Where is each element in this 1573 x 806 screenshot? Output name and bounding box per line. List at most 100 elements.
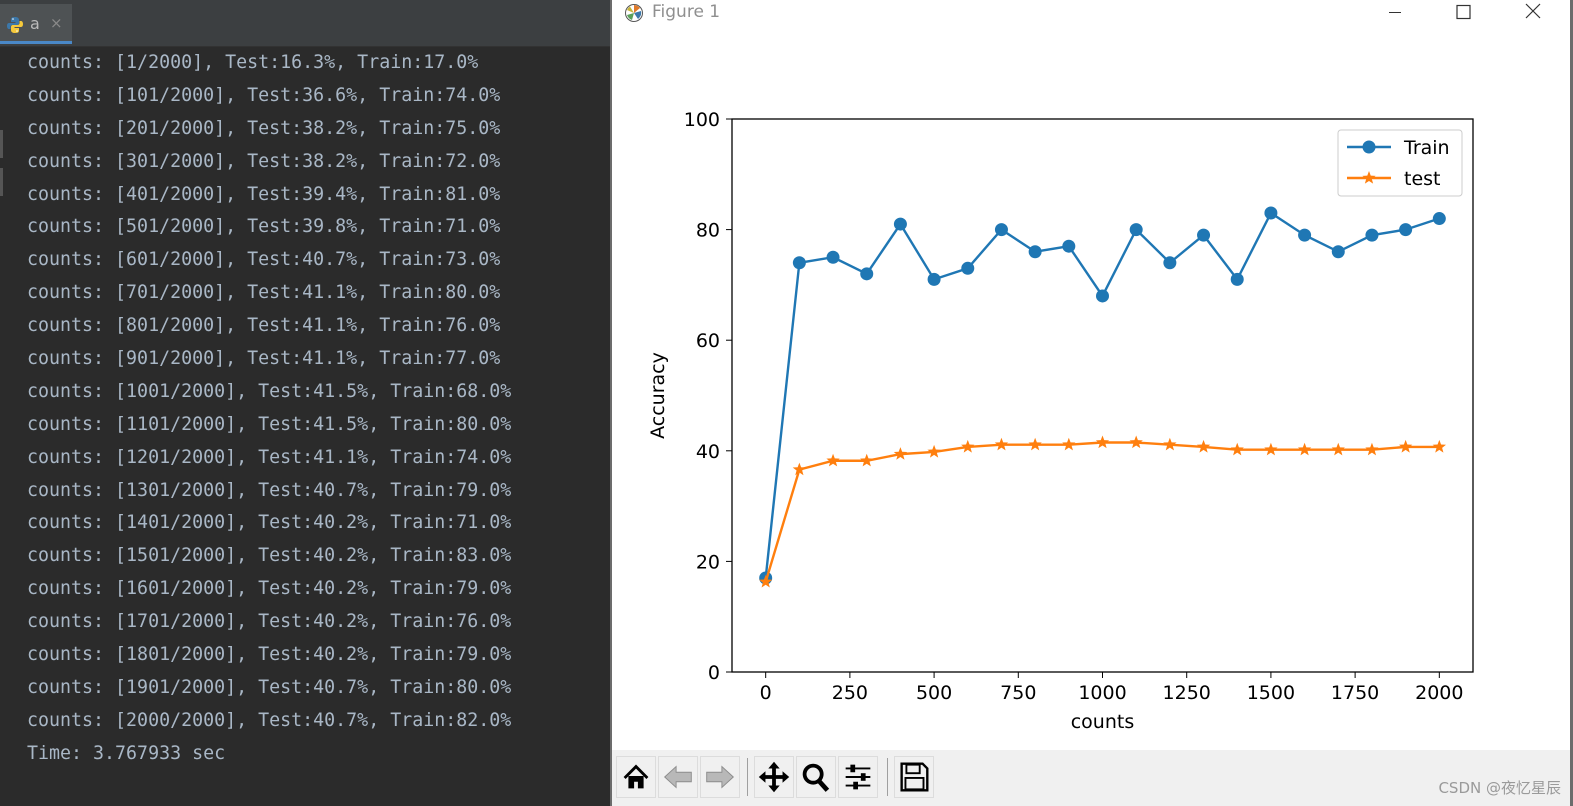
data-point-train [1129,223,1143,237]
y-tick-label: 40 [696,441,720,463]
data-point-test [792,462,807,476]
close-icon[interactable] [1510,0,1556,26]
x-tick-label: 750 [1000,682,1036,704]
y-tick-label: 0 [708,662,720,684]
run-tab[interactable]: a × [0,4,72,44]
data-point-train [1298,228,1312,242]
watermark-text: CSDN @夜忆星辰 [1438,779,1561,797]
configure-subplots-icon[interactable] [838,756,878,798]
data-point-train [1264,206,1278,220]
console-line: Time: 3.767933 sec [27,742,226,764]
data-point-train [1365,228,1379,242]
x-tick-label: 2000 [1415,682,1463,704]
data-point-test [1129,435,1143,449]
x-tick-label: 250 [832,682,868,704]
legend-label-train: Train [1403,137,1450,159]
data-point-test [994,437,1009,451]
data-point-test [1095,435,1110,449]
console-line: counts: [201/2000], Test:38.2%, Train:75… [27,117,501,139]
back-arrow-icon[interactable] [658,756,698,798]
x-tick-label: 500 [916,682,952,704]
figure-window: Figure 1 0 250 500 750 1000 1250 1500 1750 2000 0… [610,0,1573,806]
data-point-test [1028,437,1042,451]
console-line: counts: [101/2000], Test:36.6%, Train:74… [27,84,501,106]
x-tick-label: 1750 [1331,682,1379,704]
data-point-train [826,250,840,264]
data-point-train [1432,212,1446,226]
data-point-train [961,261,975,275]
console-line: counts: [1801/2000], Test:40.2%, Train:7… [27,644,512,666]
console-line: counts: [501/2000], Test:39.8%, Train:71… [27,216,501,238]
data-point-train [893,217,907,231]
matplotlib-icon [625,4,643,22]
x-tick-label: 0 [760,682,772,704]
y-tick-label: 60 [696,330,720,352]
console-line: counts: [1901/2000], Test:40.7%, Train:8… [27,676,512,698]
gutter-marker [0,130,3,158]
home-icon[interactable] [616,756,656,798]
python-icon [7,17,23,33]
console-line: counts: [2000/2000], Test:40.7%, Train:8… [27,709,512,731]
close-icon[interactable]: × [50,14,63,32]
data-point-test [927,444,941,458]
navigation-toolbar: CSDN @夜忆星辰 [612,750,1573,806]
save-floppy-icon[interactable] [894,756,934,798]
y-tick-label: 80 [696,220,720,242]
data-point-train [792,256,806,270]
data-point-train [860,267,874,281]
console-line: counts: [301/2000], Test:38.2%, Train:72… [27,150,501,172]
x-axis-label: counts [1071,711,1135,733]
run-tab-bar: a × [0,0,610,47]
console-line: counts: [1501/2000], Test:40.2%, Train:8… [27,545,512,567]
window-titlebar: Figure 1 [612,0,1573,26]
console-line: counts: [1001/2000], Test:41.5%, Train:6… [27,380,512,402]
data-point-test [1432,439,1446,453]
zoom-magnifier-icon[interactable] [796,756,836,798]
y-tick-label: 100 [684,109,720,131]
pan-move-icon[interactable] [754,756,794,798]
data-point-test [1230,442,1244,456]
data-point-test [860,453,874,467]
window-title: Figure 1 [652,2,721,22]
data-point-train [994,223,1008,237]
console-line: counts: [1601/2000], Test:40.2%, Train:7… [27,578,512,600]
console-line: counts: [601/2000], Test:40.7%, Train:73… [27,249,501,271]
y-tick-label: 20 [696,551,720,573]
console-line: counts: [1201/2000], Test:41.1%, Train:7… [27,446,512,468]
data-point-test [826,453,840,467]
y-axis-label: Accuracy [647,352,669,439]
x-tick-label: 1500 [1247,682,1295,704]
maximize-icon[interactable] [1440,0,1486,26]
gutter-marker [0,168,3,196]
run-console-panel: a × counts: [1/2000], Test:16.3%, Train:… [0,0,610,806]
forward-arrow-icon[interactable] [700,756,740,798]
data-point-test [1163,437,1177,451]
data-point-train [927,272,941,286]
console-line: counts: [1/2000], Test:16.3%, Train:17.0… [27,52,479,73]
window-border [1570,0,1573,806]
legend-label-test: test [1404,168,1441,190]
x-tick-label: 1000 [1078,682,1126,704]
x-tick-label: 1250 [1163,682,1211,704]
console-line: counts: [801/2000], Test:41.1%, Train:76… [27,315,501,337]
console-line: counts: [701/2000], Test:41.1%, Train:80… [27,282,501,304]
console-line: counts: [901/2000], Test:41.1%, Train:77… [27,348,501,370]
data-point-train [1331,245,1345,259]
toolbar-separator [887,758,888,796]
toolbar-separator [747,758,748,796]
data-point-train [1028,245,1042,259]
legend-marker-train [1362,140,1376,154]
minimize-icon[interactable] [1372,0,1418,26]
data-point-train [1230,272,1244,286]
legend-marker-test [1362,171,1376,184]
console-line: counts: [1401/2000], Test:40.2%, Train:7… [27,512,512,534]
data-point-train [1197,228,1211,242]
console-line: counts: [1701/2000], Test:40.2%, Train:7… [27,611,512,633]
data-point-train [1062,239,1076,253]
data-point-test [1365,442,1379,456]
figure-canvas[interactable]: 0 250 500 750 1000 1250 1500 1750 2000 0 20 40 60 80 1… [612,26,1573,750]
data-point-test [1062,437,1076,451]
data-point-test [1297,442,1312,456]
axes-frame [731,118,1474,673]
console-output: counts: [1/2000], Test:16.3%, Train:17.0… [27,50,511,774]
